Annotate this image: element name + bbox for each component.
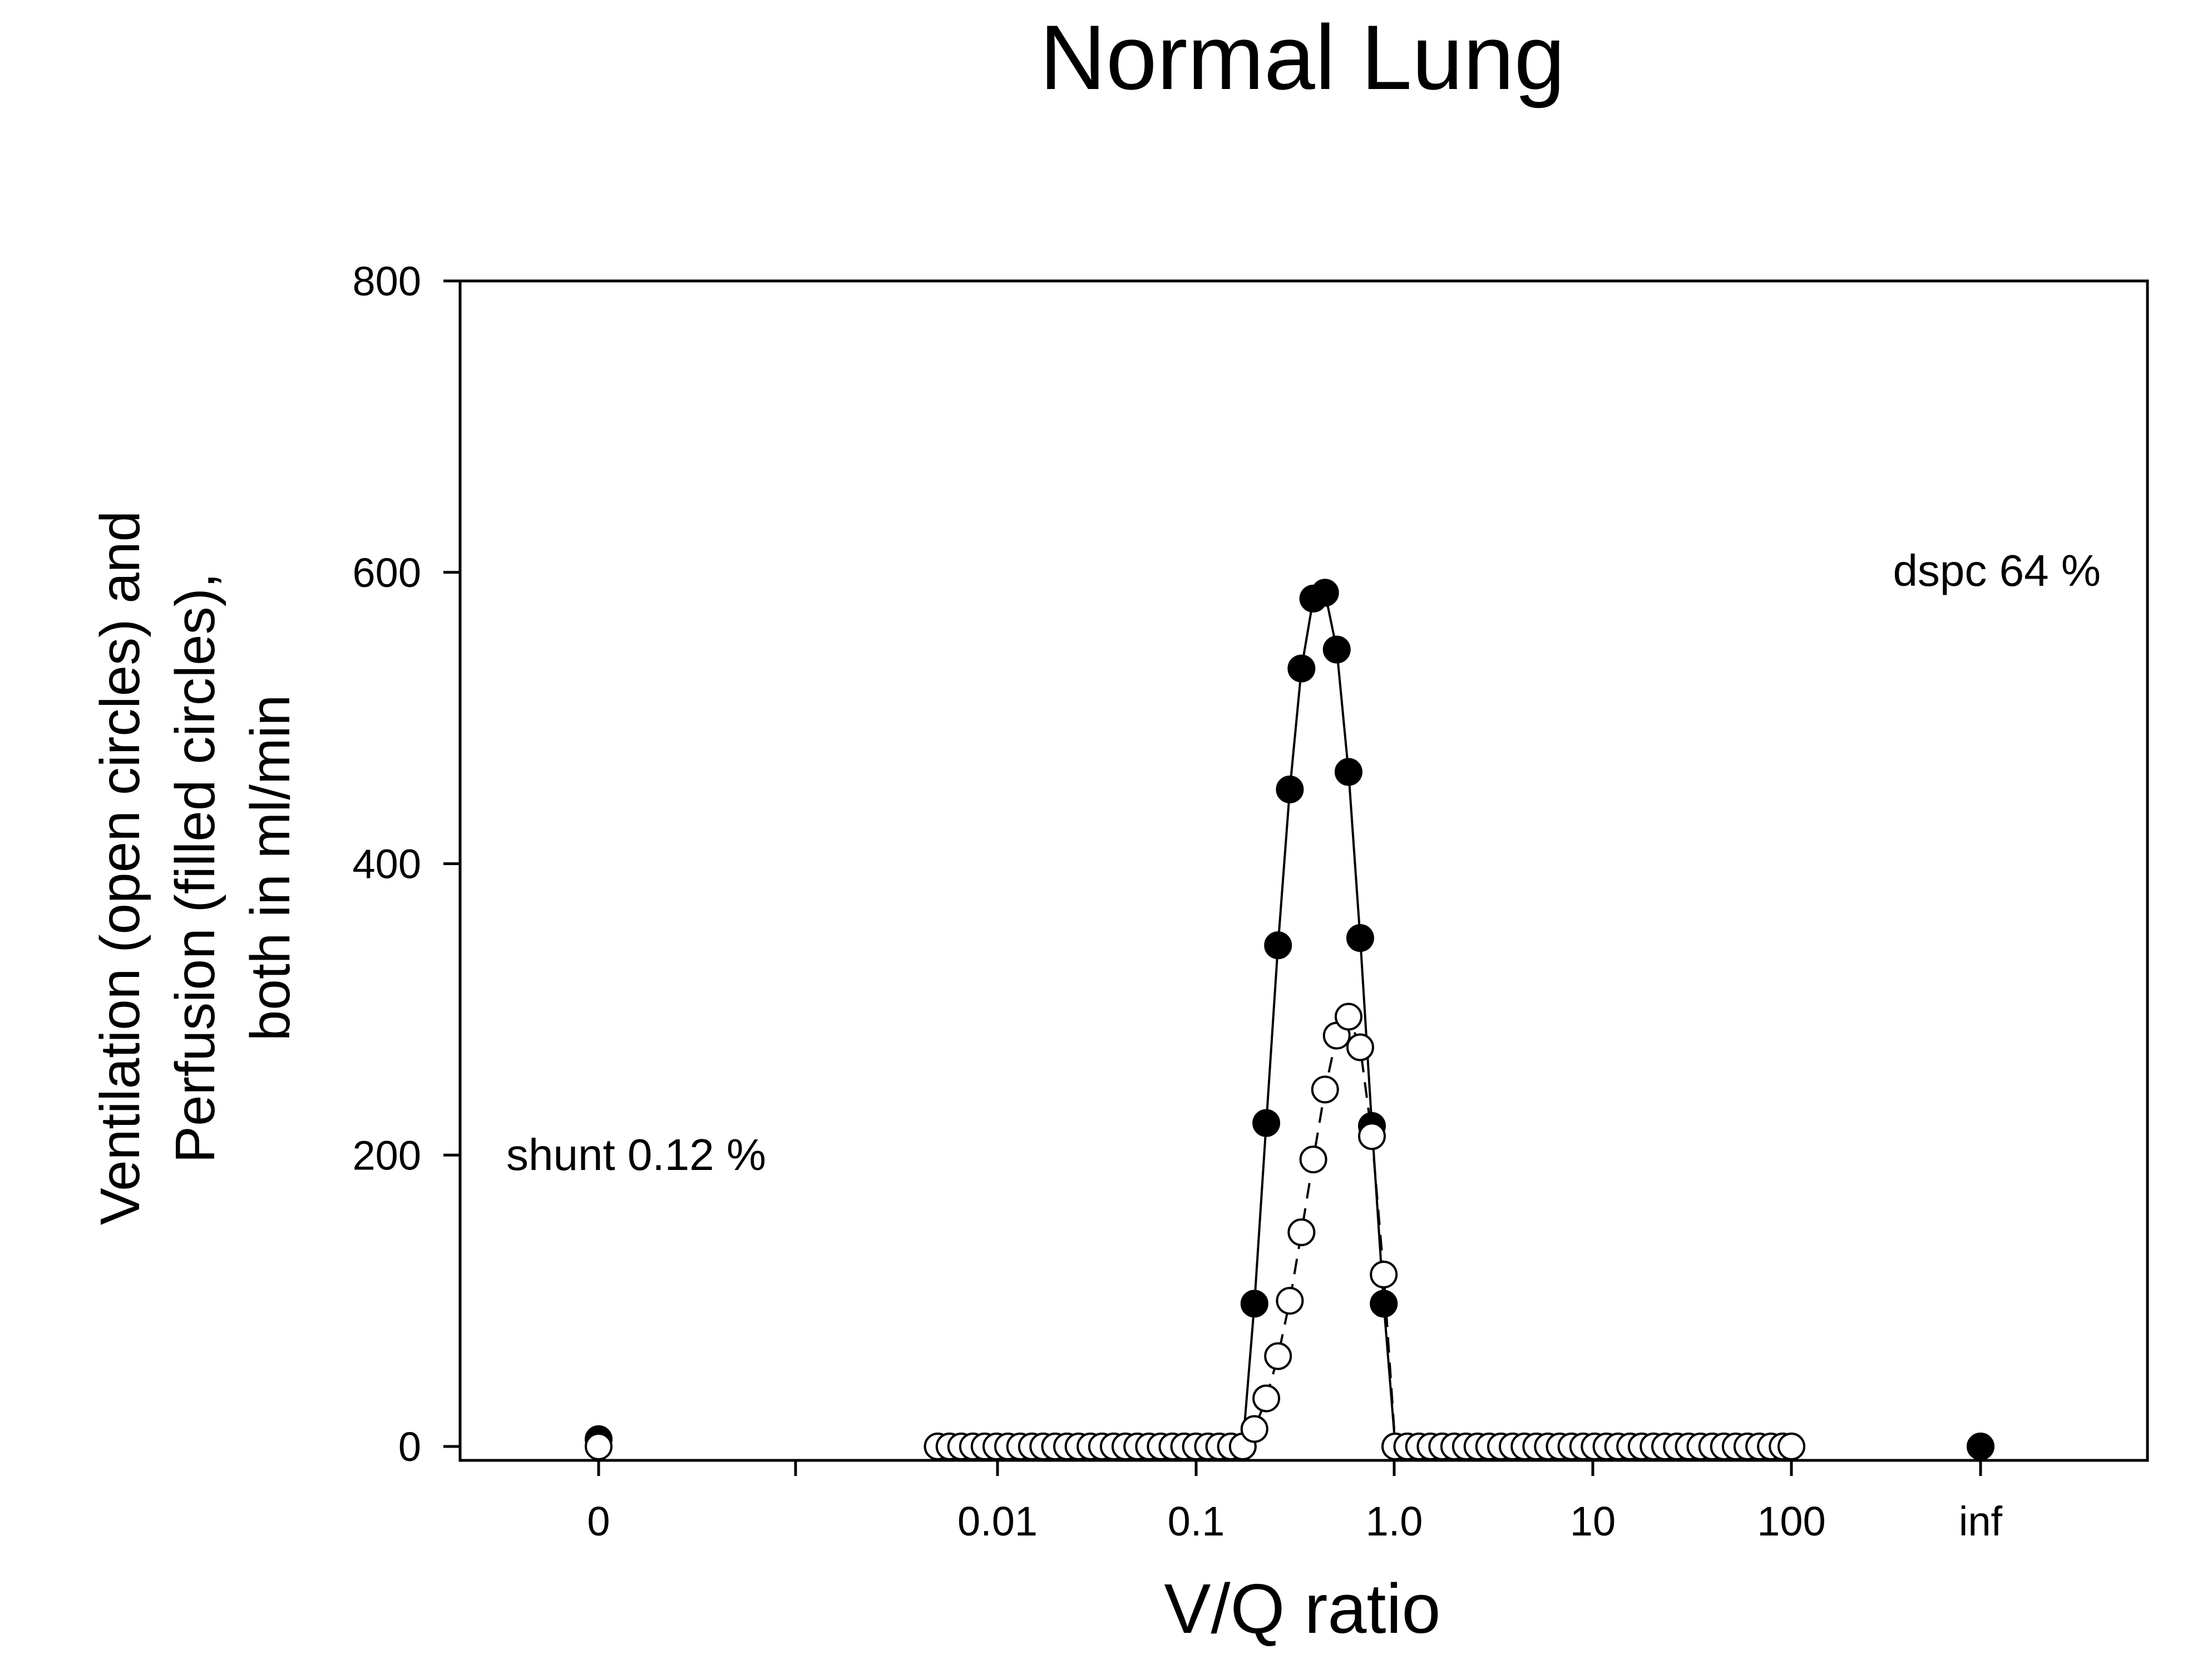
chart-title: Normal Lung: [1040, 6, 1566, 108]
ventilation-point: [1240, 1415, 1268, 1443]
x-tick-label: 0: [587, 1498, 610, 1544]
perfusion-point: [1287, 654, 1316, 683]
perfusion-line: [937, 591, 1791, 1448]
dspc-annotation: dspc 64 %: [1893, 546, 2101, 595]
perfusion-special-point: [1967, 1433, 1994, 1460]
perfusion-point: [1240, 1290, 1268, 1318]
ventilation-point: [1370, 1260, 1398, 1288]
ventilation-point: [1252, 1384, 1281, 1413]
x-tick-label: 0.01: [957, 1498, 1038, 1544]
perfusion-point: [1334, 758, 1362, 786]
y-axis-label-line: Ventilation (open circles) and: [89, 511, 151, 1225]
y-tick-label: 600: [353, 550, 421, 596]
perfusion-point: [1370, 1290, 1398, 1318]
ventilation-point: [1276, 1287, 1304, 1315]
perfusion-point: [1311, 579, 1339, 607]
perfusion-point: [1322, 635, 1351, 664]
y-axis-label: Ventilation (open circles) and Perfusion …: [89, 511, 302, 1225]
x-tick-label: 1.0: [1366, 1498, 1423, 1544]
x-tick-label: 0.1: [1168, 1498, 1225, 1544]
x-tick-label: 100: [1757, 1498, 1825, 1544]
ventilation-point: [1287, 1218, 1316, 1247]
ventilation-point: [1264, 1342, 1292, 1370]
ventilation-special-point: [585, 1433, 613, 1460]
perfusion-point: [1252, 1109, 1281, 1137]
perfusion-point: [1276, 775, 1304, 803]
series-layer: [585, 579, 1994, 1460]
x-tick-label: inf: [1959, 1498, 2003, 1544]
x-tick-label: 10: [1570, 1498, 1616, 1544]
y-tick-label: 400: [353, 841, 421, 887]
y-tick-label: 0: [398, 1424, 421, 1470]
perfusion-point: [1264, 931, 1292, 960]
ventilation-point: [1358, 1122, 1386, 1150]
plot-frame: [458, 279, 2149, 1462]
x-axis-label: V/Q ratio: [1164, 1569, 1440, 1648]
perfusion-point: [1346, 924, 1374, 952]
y-axis-label-line: Perfusion (filled circles),: [164, 572, 226, 1163]
ventilation-point: [1346, 1033, 1374, 1061]
x-axis: 0 0.01 0.1 1.0 10 100 inf: [587, 1460, 2003, 1544]
y-tick-label: 200: [353, 1132, 421, 1178]
ventilation-line: [937, 1014, 1791, 1448]
shunt-annotation: shunt 0.12 %: [506, 1130, 766, 1179]
ventilation-point: [1778, 1433, 1805, 1460]
ventilation-point: [1334, 1003, 1362, 1031]
ventilation-point: [1299, 1145, 1327, 1174]
y-tick-label: 800: [353, 258, 421, 304]
ventilation-point: [1311, 1075, 1339, 1104]
y-axis-label-line: both in ml/min: [239, 695, 302, 1041]
y-axis: 0 200 400 600 800: [353, 258, 460, 1470]
